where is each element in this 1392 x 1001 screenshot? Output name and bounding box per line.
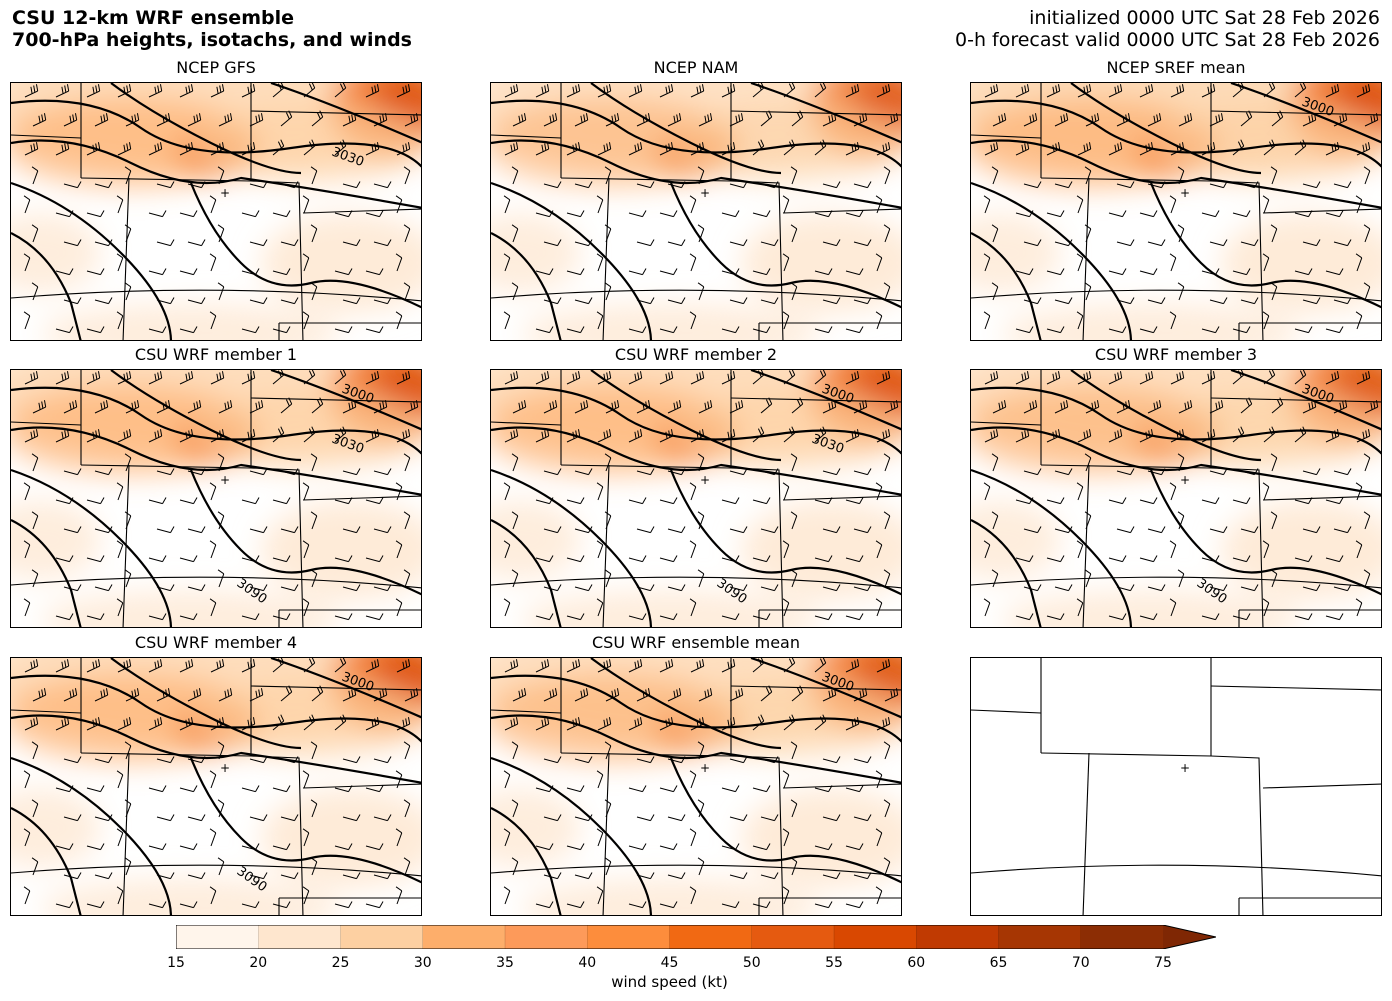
svg-text:+: + <box>700 473 710 487</box>
map-panel: + <box>970 657 1382 916</box>
panel-title: NCEP GFS <box>176 58 256 77</box>
colorbar-tick-label: 65 <box>989 955 1008 971</box>
colorbar-segment <box>422 925 506 949</box>
colorbar-tick-label: 50 <box>742 955 761 971</box>
init-time: initialized 0000 UTC Sat 28 Feb 2026 <box>1029 7 1380 29</box>
wind-barbs <box>23 370 419 621</box>
wind-barbs <box>983 83 1379 334</box>
figure-title: CSU 12-km WRF ensemble 700-hPa heights, … <box>12 7 412 51</box>
svg-text:+: + <box>220 186 230 200</box>
isotach-shading <box>971 370 1381 627</box>
height-contours <box>11 370 421 627</box>
wind-barbs <box>23 658 419 909</box>
map-panel: +3030 <box>10 82 422 341</box>
svg-text:+: + <box>700 186 710 200</box>
map-canvas: +3000 <box>971 83 1381 340</box>
colorbar-segment <box>340 925 424 949</box>
isotach-shading <box>971 83 1381 340</box>
svg-text:+: + <box>700 761 710 775</box>
forecast-time: initialized 0000 UTC Sat 28 Feb 2026 0-h… <box>955 7 1380 51</box>
map-panel: +3000 3090 <box>10 657 422 916</box>
colorbar-tick-label: 20 <box>249 955 268 971</box>
isotach-shading <box>11 658 421 915</box>
panel-title: CSU WRF member 2 <box>614 345 778 364</box>
panel-title: CSU WRF member 4 <box>134 633 298 652</box>
map-panel: +3000 3030 3090 <box>490 369 902 628</box>
svg-text:+: + <box>1180 186 1190 200</box>
map-panel: +3000 3030 3090 <box>10 369 422 628</box>
panel-title: NCEP SREF mean <box>1106 58 1246 77</box>
colorbar-tick-label: 45 <box>660 955 679 971</box>
colorbar-segment <box>505 925 588 949</box>
colorbar-extend-arrow <box>1163 925 1216 949</box>
panel-title: NCEP NAM <box>653 58 739 77</box>
colorbar-tick-label: 15 <box>167 955 185 971</box>
colorbar <box>176 925 1216 949</box>
map-panel: +3000 <box>490 657 902 916</box>
colorbar-segment <box>834 925 917 949</box>
map-canvas: +3030 <box>11 83 421 340</box>
colorbar-tick-label: 60 <box>907 955 926 971</box>
isotach-shading <box>11 83 421 340</box>
colorbar-tick-label: 70 <box>1071 955 1090 971</box>
wind-barbs <box>503 658 899 909</box>
svg-text:+: + <box>1180 761 1190 775</box>
isotach-shading <box>11 370 421 627</box>
colorbar-segment <box>998 925 1082 949</box>
map-panel: +3000 3090 <box>970 369 1382 628</box>
title-line-1: CSU 12-km WRF ensemble <box>12 7 294 29</box>
colorbar-segment <box>1080 925 1164 949</box>
svg-text:+: + <box>1180 473 1190 487</box>
map-canvas: + <box>971 658 1381 915</box>
title-line-2: 700-hPa heights, isotachs, and winds <box>12 29 412 51</box>
state-boundaries <box>11 83 421 340</box>
colorbar-tick-label: 35 <box>496 955 514 971</box>
colorbar-label: wind speed (kt) <box>611 973 728 991</box>
isotach-shading <box>491 658 901 915</box>
state-boundaries <box>971 658 1381 915</box>
map-canvas: +3000 <box>491 658 901 915</box>
colorbar-tick-label: 25 <box>331 955 350 971</box>
colorbar-tick-label: 30 <box>413 955 432 971</box>
map-panel: +3000 <box>970 82 1382 341</box>
colorbar-segment <box>258 925 341 949</box>
map-canvas: + <box>491 83 901 340</box>
svg-text:+: + <box>220 761 230 775</box>
colorbar-tick-label: 55 <box>825 955 843 971</box>
colorbar-segment <box>751 925 835 949</box>
colorbar-tick-label: 75 <box>1154 955 1172 971</box>
colorbar-segment <box>916 925 999 949</box>
panel-title: CSU WRF member 3 <box>1094 345 1258 364</box>
colorbar-segment <box>587 925 670 949</box>
height-contours <box>971 83 1381 340</box>
wind-barbs <box>503 370 899 621</box>
map-panel: + <box>490 82 902 341</box>
wind-barbs <box>983 370 1379 621</box>
panel-title: CSU WRF member 1 <box>134 345 298 364</box>
colorbar-tick-label: 40 <box>578 955 597 971</box>
state-boundaries <box>491 658 901 915</box>
wind-barbs <box>23 83 419 334</box>
colorbar-segment <box>669 925 753 949</box>
svg-text:+: + <box>220 473 230 487</box>
valid-time: 0-h forecast valid 0000 UTC Sat 28 Feb 2… <box>955 29 1380 51</box>
colorbar-segment <box>176 925 259 949</box>
wind-barbs <box>503 83 899 334</box>
panel-title: CSU WRF ensemble mean <box>591 633 800 652</box>
